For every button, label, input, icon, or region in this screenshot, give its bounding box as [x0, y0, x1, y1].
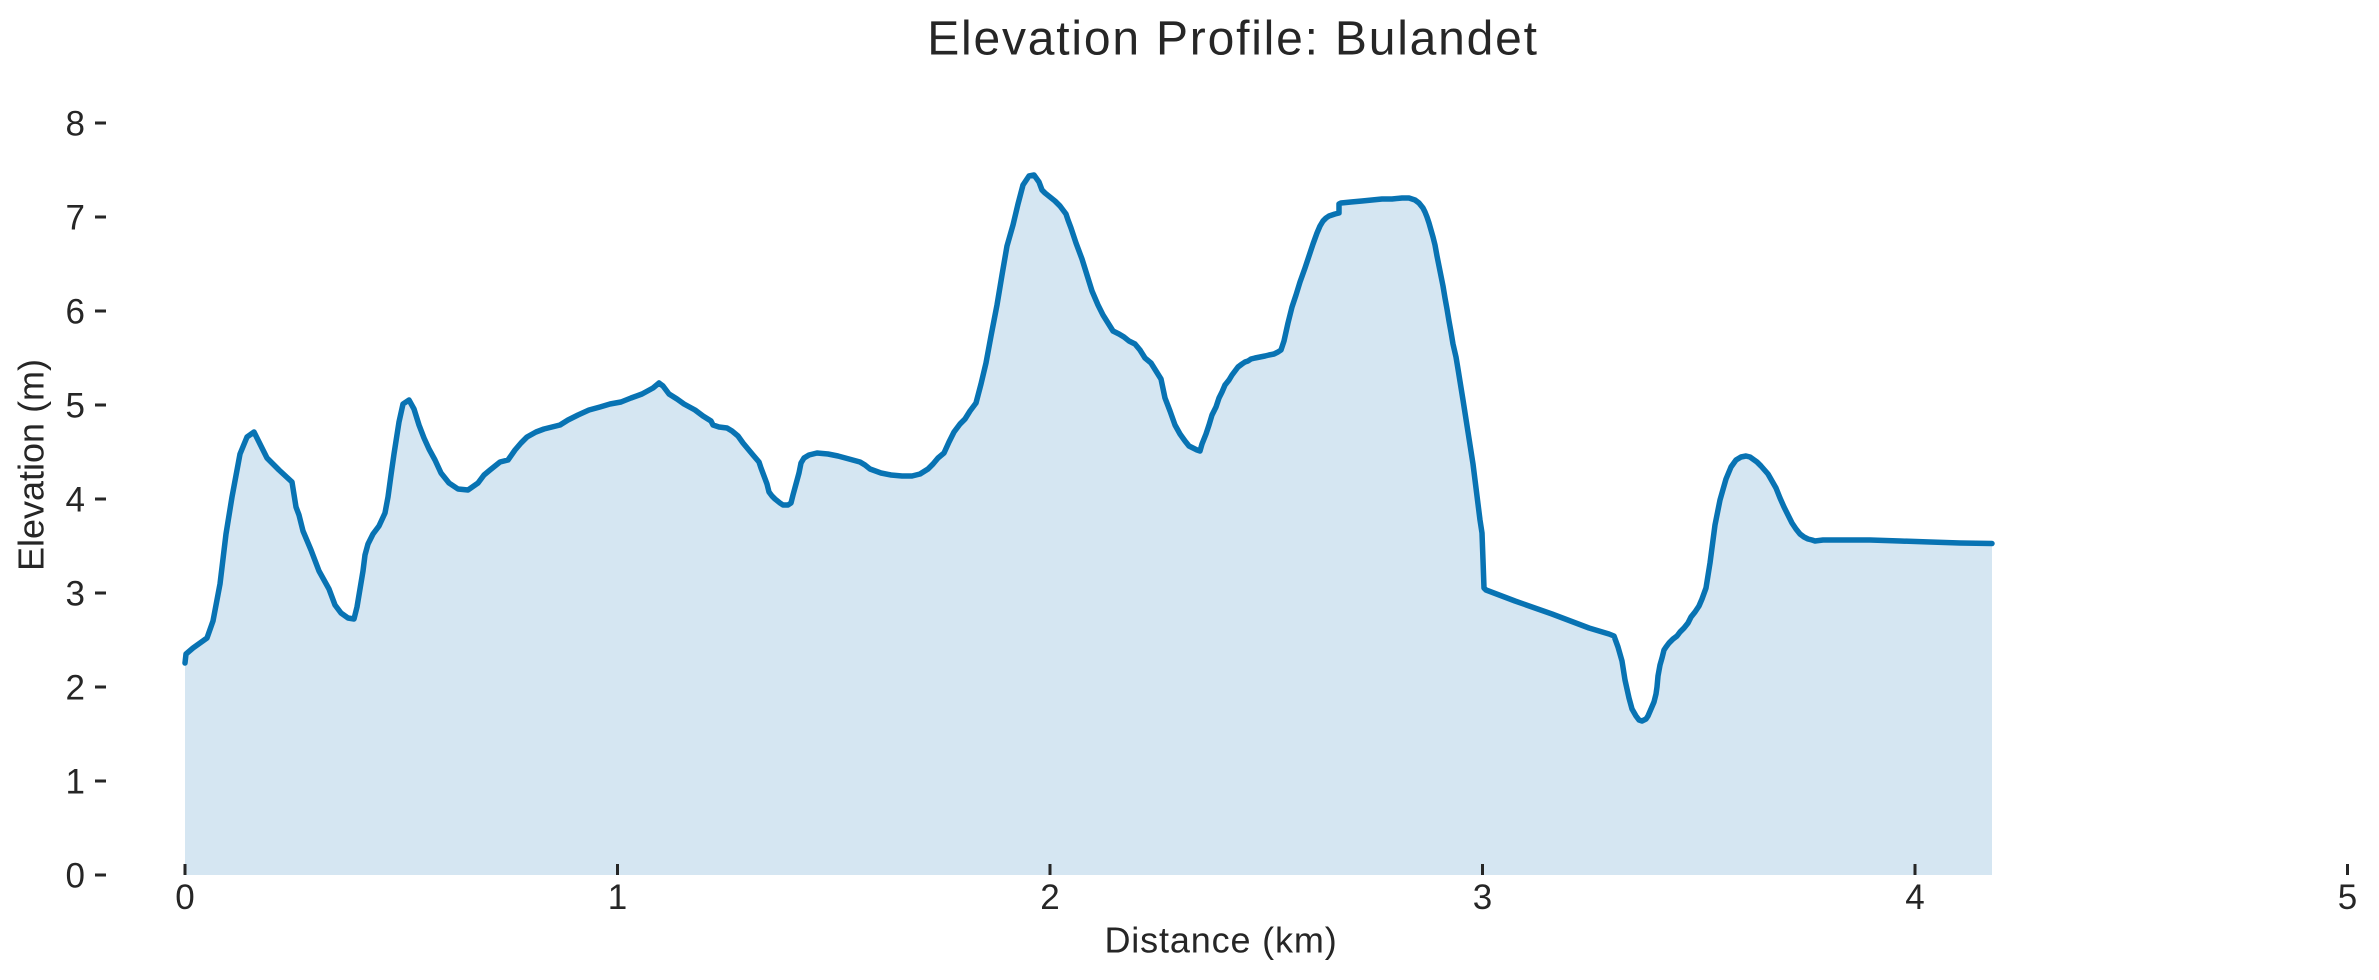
svg-text:7: 7	[66, 199, 85, 238]
svg-text:3: 3	[66, 575, 85, 614]
svg-text:4: 4	[1905, 878, 1924, 917]
svg-text:3: 3	[1473, 878, 1492, 917]
svg-text:Elevation (m): Elevation (m)	[11, 359, 52, 571]
svg-text:0: 0	[66, 857, 85, 896]
svg-text:0: 0	[175, 878, 194, 917]
svg-text:2: 2	[1040, 878, 1059, 917]
svg-text:8: 8	[66, 105, 85, 144]
svg-text:Elevation Profile: Bulandet: Elevation Profile: Bulandet	[927, 13, 1539, 66]
svg-text:5: 5	[2338, 878, 2357, 917]
svg-text:1: 1	[608, 878, 627, 917]
svg-text:5: 5	[66, 387, 85, 426]
svg-text:1: 1	[66, 763, 85, 802]
svg-text:4: 4	[66, 481, 85, 520]
svg-text:6: 6	[66, 293, 85, 332]
svg-text:Distance (km): Distance (km)	[1104, 920, 1337, 961]
svg-text:2: 2	[66, 669, 85, 708]
